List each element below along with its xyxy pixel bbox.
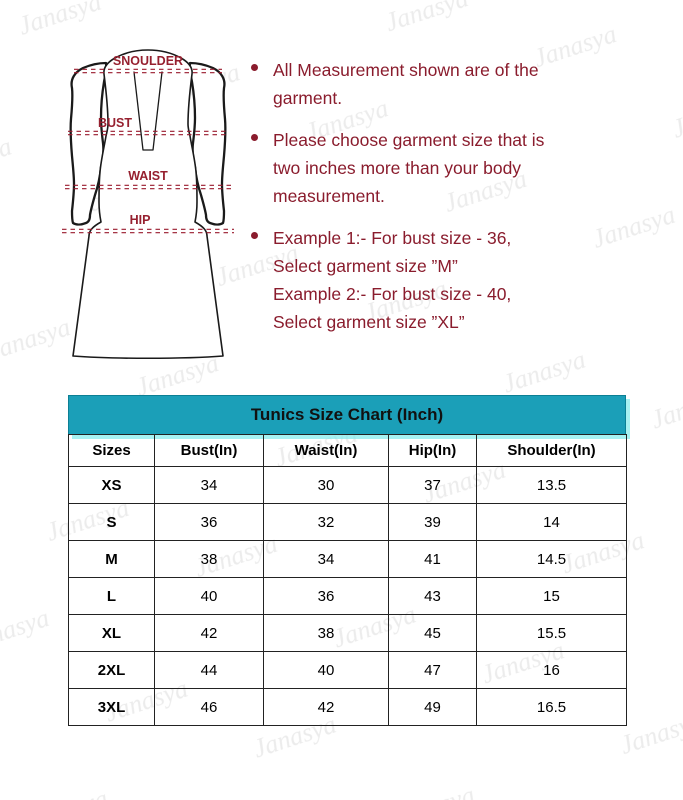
svg-text:BUST: BUST (98, 116, 132, 130)
svg-text:WAIST: WAIST (128, 169, 168, 183)
svg-text:HIP: HIP (130, 213, 151, 227)
svg-text:SNOULDER: SNOULDER (113, 54, 183, 68)
